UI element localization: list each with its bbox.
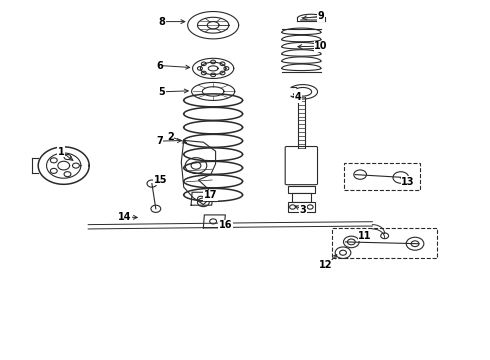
Text: 2: 2	[167, 132, 174, 142]
Bar	[288, 202, 315, 212]
Text: 4: 4	[294, 92, 301, 102]
Text: 13: 13	[401, 177, 415, 187]
Bar	[344, 163, 420, 190]
Text: 11: 11	[358, 231, 372, 241]
Bar	[332, 228, 437, 258]
Text: 17: 17	[204, 190, 218, 200]
Text: 10: 10	[314, 41, 328, 51]
Text: 6: 6	[156, 60, 163, 71]
Text: 16: 16	[219, 220, 232, 230]
Text: 15: 15	[154, 175, 168, 185]
Text: 9: 9	[318, 11, 324, 21]
Bar	[292, 193, 311, 202]
Text: 1: 1	[58, 147, 65, 157]
Bar	[288, 186, 315, 193]
Text: 7: 7	[156, 136, 163, 146]
FancyBboxPatch shape	[285, 147, 318, 185]
Text: 14: 14	[118, 212, 132, 222]
Text: 12: 12	[319, 260, 333, 270]
Text: 5: 5	[158, 87, 165, 97]
Text: 3: 3	[299, 204, 306, 215]
Text: 8: 8	[158, 17, 165, 27]
